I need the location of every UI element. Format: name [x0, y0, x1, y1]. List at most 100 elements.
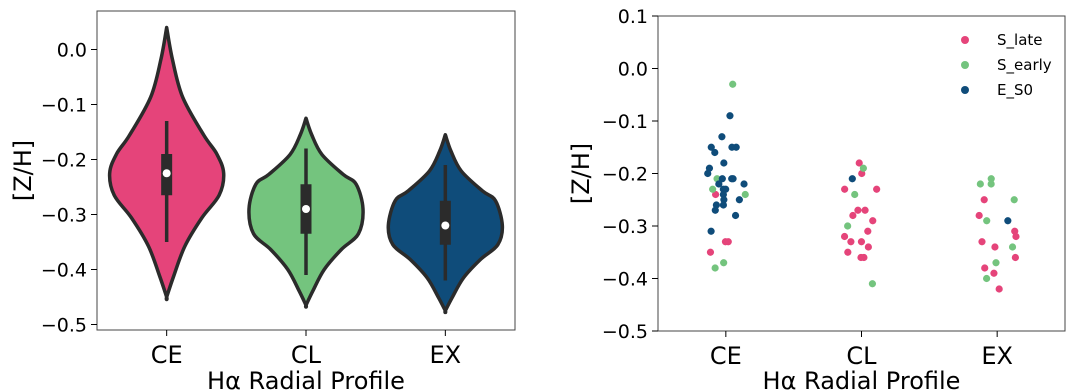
scatter-point: [873, 185, 881, 193]
series-e-s0: [704, 112, 1012, 235]
scatter-point: [992, 259, 1000, 267]
legend-marker: [961, 61, 969, 69]
scatter-point: [987, 175, 995, 183]
x-tick-label: CE: [710, 342, 742, 370]
scatter-point: [861, 206, 869, 214]
scatter-point: [854, 206, 862, 214]
scatter-point: [711, 206, 719, 214]
violin-ce: [107, 25, 226, 302]
scatter-point: [735, 196, 743, 204]
y-tick-label: −0.3: [41, 205, 87, 227]
series-s-early: [709, 80, 1018, 288]
y-tick-label: −0.2: [41, 150, 87, 172]
scatter-point: [707, 143, 715, 151]
scatter-point: [869, 217, 877, 225]
scatter-point: [981, 264, 989, 272]
scatter-point: [849, 211, 857, 220]
y-axis-label: [Z/H]: [9, 140, 37, 201]
scatter-point: [983, 274, 991, 283]
scatter-point: [975, 211, 983, 220]
scatter-point: [711, 190, 720, 199]
scatter-point: [711, 148, 719, 157]
scatter-point: [728, 143, 736, 151]
y-tick-label: −0.5: [41, 315, 87, 337]
x-tick-label: CL: [291, 341, 322, 369]
scatter-point: [719, 201, 728, 209]
scatter-point: [709, 185, 717, 193]
scatter-point: [855, 159, 863, 167]
y-tick-label: −0.1: [41, 95, 87, 117]
y-axis-label: [Z/H]: [567, 143, 595, 204]
scatter-point: [851, 190, 859, 199]
scatter-point: [991, 243, 999, 251]
legend-label: S_late: [997, 31, 1043, 50]
scatter-point: [707, 227, 715, 235]
scatter-point: [844, 222, 852, 230]
scatter-point: [978, 238, 986, 246]
y-tick-label: −0.2: [602, 164, 648, 186]
y-tick-label: −0.4: [602, 269, 648, 291]
y-tick-label: 0.0: [57, 40, 87, 62]
scatter-point: [847, 238, 855, 246]
scatter-point: [720, 196, 728, 204]
scatter-point: [857, 238, 866, 246]
scatter-point: [980, 196, 988, 204]
violin-plot: 0.0 −0.1 −0.2 −0.3 −0.4 −0.5 CE CL EX Hα Radial P…: [9, 10, 516, 392]
legend-marker: [961, 86, 969, 94]
scatter-point: [729, 80, 737, 88]
scatter-point: [848, 175, 856, 183]
y-tick-label: 0.1: [618, 6, 648, 28]
scatter-point: [859, 164, 867, 172]
scatter-point: [844, 248, 852, 256]
scatter-point: [990, 269, 998, 277]
x-tick-label: CE: [151, 341, 183, 369]
x-tick-label: EX: [430, 341, 462, 369]
y-tick-label: −0.4: [41, 260, 87, 282]
legend: S_late S_early E_S0: [961, 31, 1052, 100]
legend-marker: [961, 36, 969, 44]
scatter-point: [1008, 243, 1017, 251]
scatter-point: [741, 190, 749, 199]
scatter-point: [1010, 196, 1018, 204]
scatter-point: [720, 259, 728, 267]
scatter-point: [841, 185, 849, 193]
scatter-point: [718, 133, 726, 141]
strip-plot: 0.1 0.0 −0.1 −0.2 −0.3 −0.4 −0.5 CE CL EX Hα Radia…: [567, 6, 1066, 392]
scatter-point: [740, 180, 748, 188]
legend-label: S_early: [997, 56, 1052, 75]
scatter-point: [731, 211, 740, 220]
violin-median-dot: [441, 221, 450, 230]
x-axis-label: Hα Radial Profile: [207, 367, 405, 392]
scatter-point: [864, 227, 872, 235]
scatter-point: [983, 217, 991, 225]
violin-median-dot: [302, 205, 310, 213]
x-axis-label: Hα Radial Profile: [763, 367, 961, 392]
scatter-point: [840, 232, 849, 241]
scatter-point: [1004, 217, 1012, 225]
violin-cl: [247, 116, 365, 309]
scatter-point: [718, 175, 726, 183]
scatter-point: [715, 180, 723, 188]
series-s-late: [706, 159, 1020, 293]
x-tick-label: CL: [846, 342, 877, 370]
y-tick-label: −0.1: [602, 111, 648, 133]
scatter-point: [719, 190, 727, 199]
scatter-point: [995, 285, 1003, 293]
scatter-point: [1012, 232, 1020, 241]
scatter-point: [1011, 253, 1019, 262]
scatter-point: [711, 264, 719, 272]
scatter-point: [728, 175, 736, 183]
scatter-point: [704, 169, 712, 178]
scatter-point: [987, 180, 995, 188]
violin-median-dot: [162, 169, 171, 178]
scatter-point: [864, 243, 872, 251]
scatter-point: [706, 248, 715, 256]
scatter-point: [976, 180, 984, 188]
y-tick-label: −0.3: [602, 216, 648, 238]
scatter-point: [857, 253, 865, 262]
scatter-point: [720, 159, 728, 167]
scatter-point: [724, 238, 732, 246]
scatter-point: [726, 112, 734, 120]
y-tick-label: 0.0: [618, 59, 648, 81]
